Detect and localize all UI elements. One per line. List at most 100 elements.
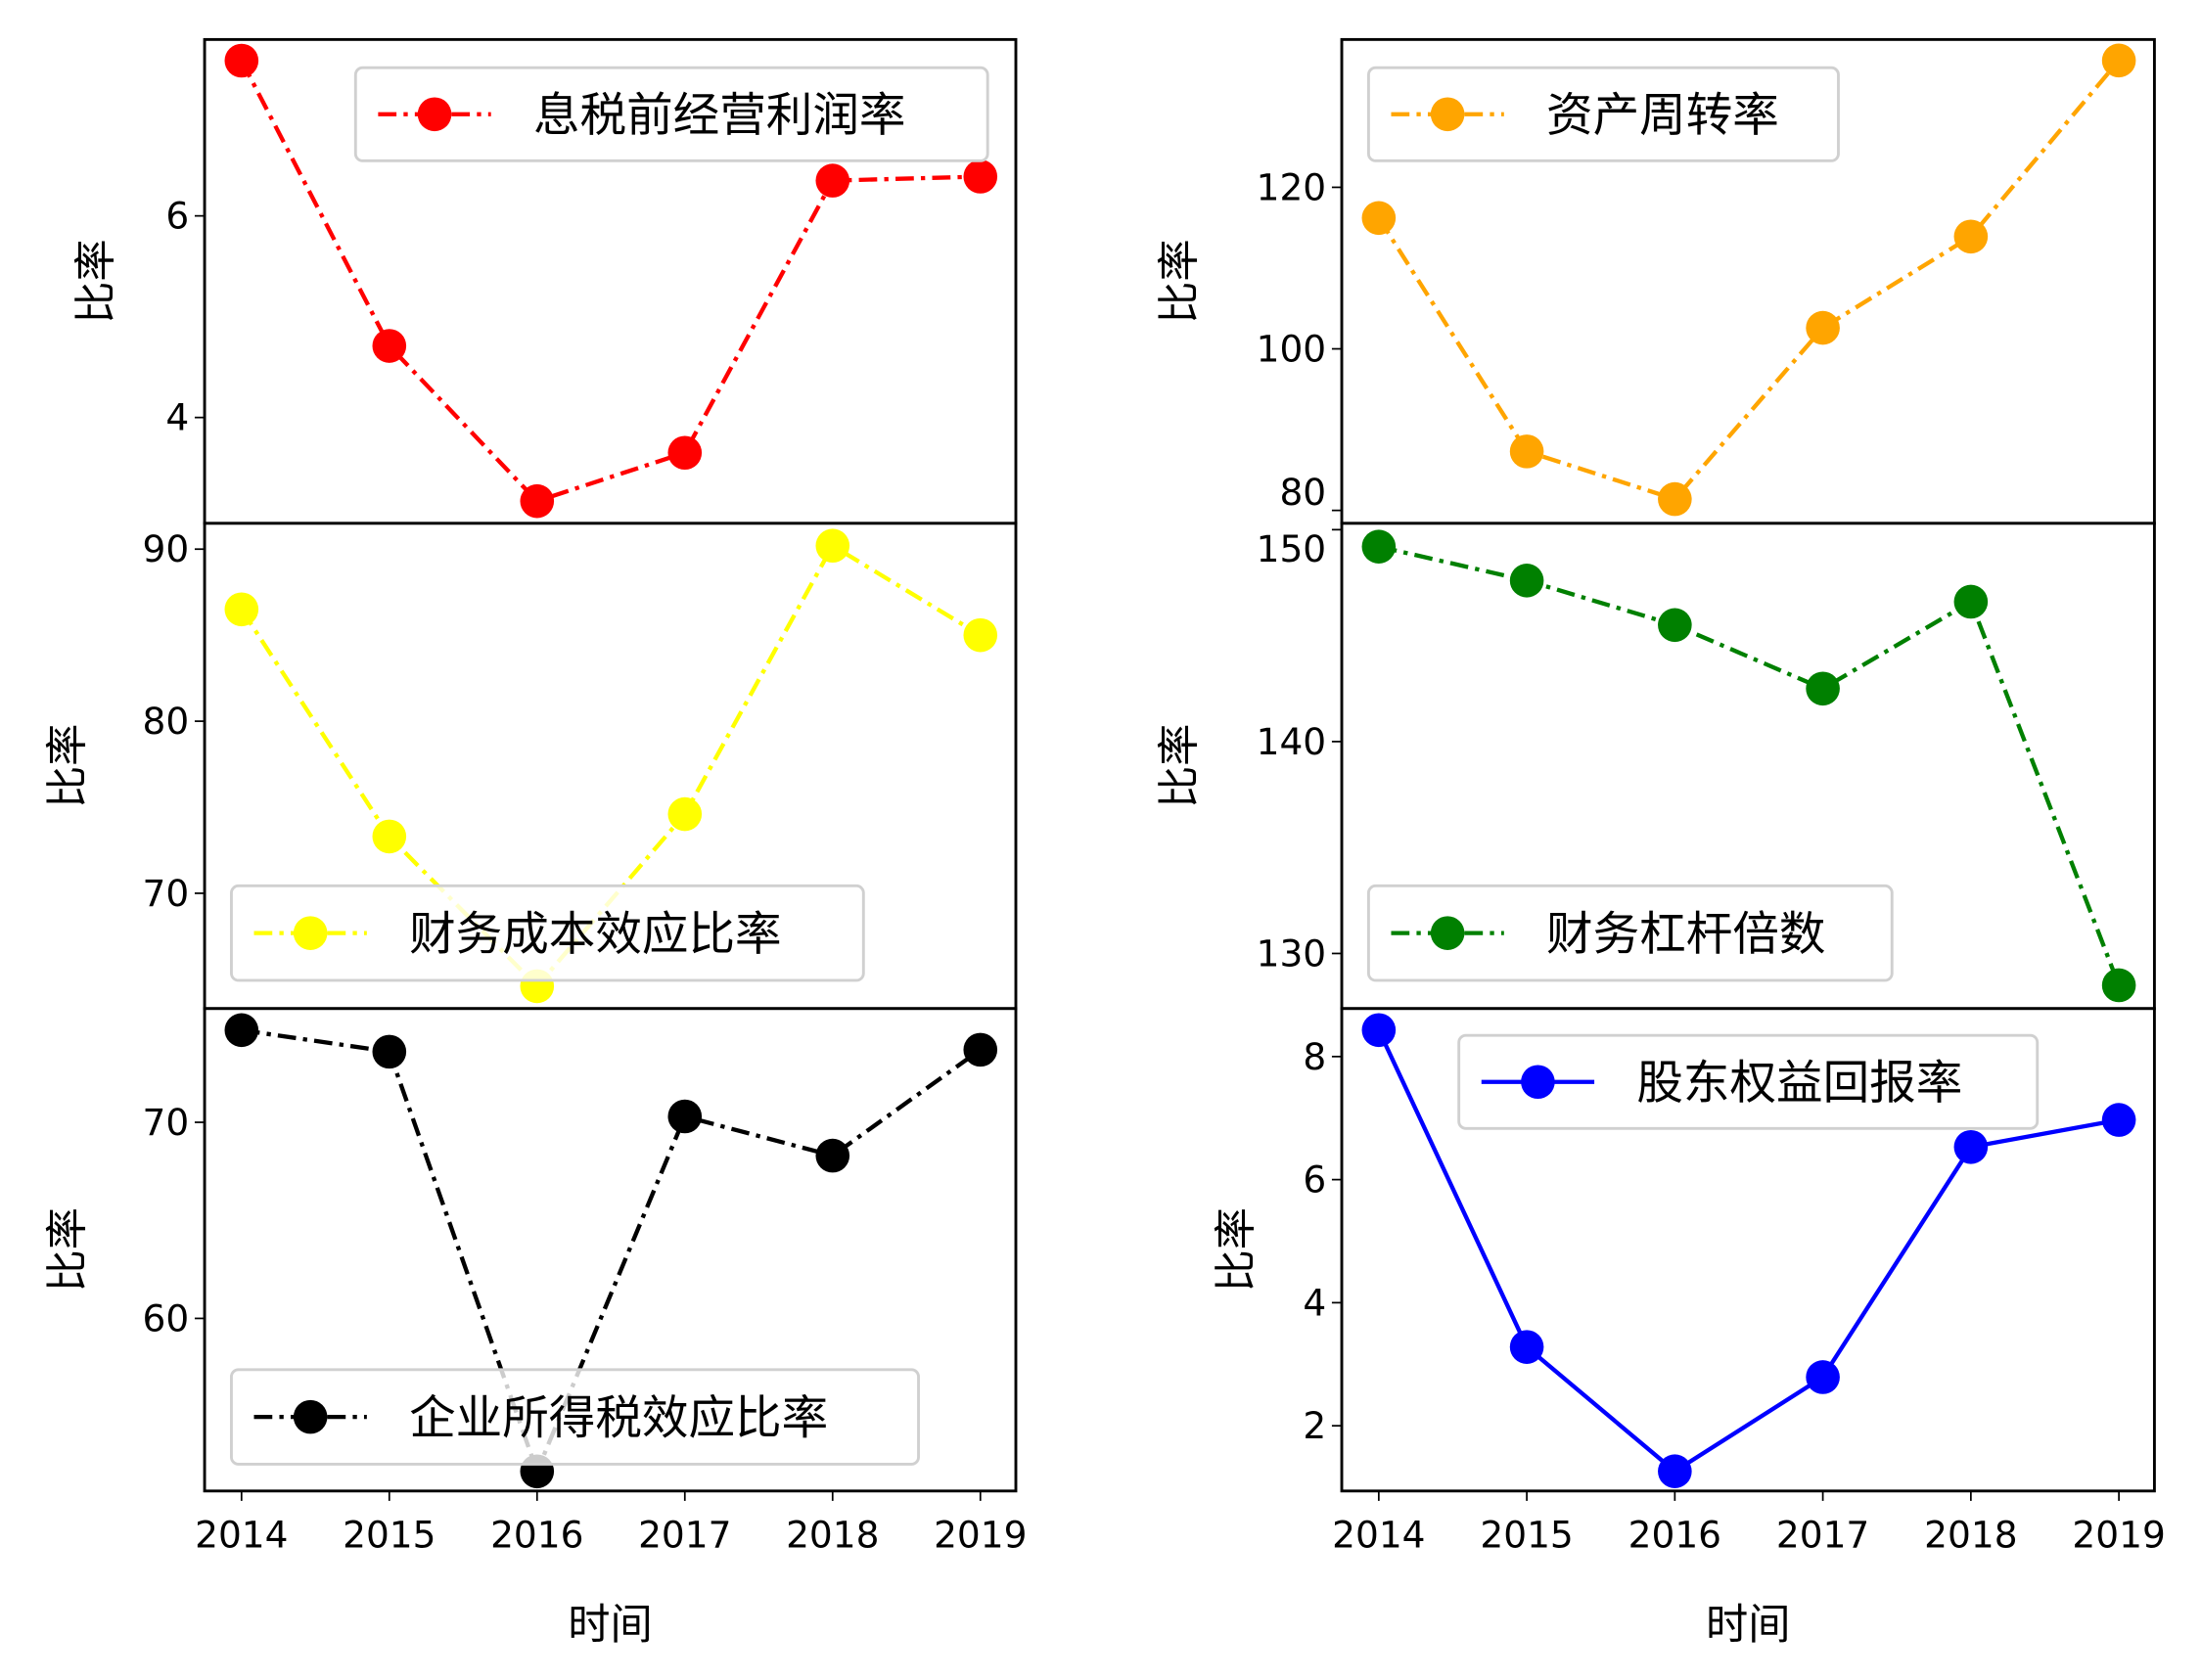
data-point xyxy=(667,435,703,471)
data-point xyxy=(963,159,998,194)
y-axis-label: 比率 xyxy=(1212,1207,1261,1292)
legend: 财务杠杆倍数 xyxy=(1366,884,1894,982)
data-point xyxy=(1806,310,1840,345)
data-point xyxy=(815,528,850,564)
data-point xyxy=(1953,1129,1989,1164)
series-line xyxy=(1376,1028,2120,1475)
legend-marker xyxy=(293,916,328,950)
x-tick-label: 2017 xyxy=(638,1513,731,1556)
y-tick-label: 70 xyxy=(143,872,190,915)
data-point xyxy=(2101,1103,2136,1137)
y-axis-label: 比率 xyxy=(1156,724,1205,808)
data-point xyxy=(372,1034,407,1069)
legend-label: 财务杠杆倍数 xyxy=(1546,908,1825,962)
x-tick-label: 2014 xyxy=(195,1513,288,1556)
y-tick-label: 120 xyxy=(1257,165,1327,208)
y-tick-label: 6 xyxy=(1303,1158,1326,1202)
y-tick-label: 70 xyxy=(143,1101,190,1144)
legend: 企业所得税效应比率 xyxy=(230,1368,920,1466)
legend-label: 息税前经营利润率 xyxy=(533,89,906,143)
y-tick-label: 140 xyxy=(1257,720,1327,763)
y-tick-label: 100 xyxy=(1257,328,1327,371)
x-axis-label: 时间 xyxy=(1706,1601,1790,1650)
data-point xyxy=(1658,608,1692,643)
series-line xyxy=(1378,544,2122,986)
legend-box xyxy=(353,66,989,162)
data-point xyxy=(963,1032,998,1067)
x-tick-label: 2018 xyxy=(786,1513,879,1556)
x-tick-label: 2017 xyxy=(1776,1513,1869,1556)
series-line xyxy=(1377,59,2121,502)
y-tick-label: 6 xyxy=(165,195,189,238)
legend-marker xyxy=(417,97,452,132)
x-tick-label: 2015 xyxy=(1480,1513,1573,1556)
data-point xyxy=(1658,481,1692,517)
data-point xyxy=(1806,1360,1840,1394)
legend-box xyxy=(1457,1033,2040,1130)
axes-frame xyxy=(1340,1007,2156,1493)
subplot-6: 2 4 6 8 2014 2015 2016 2017 2018 2019 时间 比率 股东权益回报率 xyxy=(1212,1007,2166,1650)
data-point xyxy=(963,617,998,653)
legend-label: 财务成本效应比率 xyxy=(409,908,782,962)
data-point xyxy=(372,819,407,854)
legend: 股东权益回报率 xyxy=(1457,1033,2040,1130)
x-axis-label: 时间 xyxy=(568,1601,652,1650)
subplot-2: 80 100 120 比率 资产周转率 xyxy=(1156,37,2156,525)
legend-box xyxy=(1366,66,1840,162)
legend-box xyxy=(230,1368,920,1466)
subplot-1: 4 6 比率 息税前经营利润率 xyxy=(71,37,1018,525)
y-tick-label: 150 xyxy=(1257,527,1327,570)
data-point xyxy=(1658,1454,1692,1488)
series-line xyxy=(239,60,981,504)
data-point xyxy=(224,1013,259,1048)
y-axis-label: 比率 xyxy=(1156,239,1205,323)
data-point xyxy=(1509,564,1544,598)
data-point xyxy=(815,163,850,198)
y-tick-label: 60 xyxy=(143,1296,190,1339)
data-point xyxy=(1361,201,1397,236)
y-tick-label: 80 xyxy=(143,700,190,743)
legend: 息税前经营利润率 xyxy=(353,66,989,162)
y-axis-label: 比率 xyxy=(44,1207,93,1292)
data-point xyxy=(1953,219,1989,254)
y-tick-label: 130 xyxy=(1257,931,1327,975)
legend-label: 资产周转率 xyxy=(1546,89,1779,143)
series-line xyxy=(241,1027,983,1477)
legend: 资产周转率 xyxy=(1366,66,1840,162)
subplot-5: 60 70 2014 2015 2016 2017 2018 2019 时间 比率企业所得税效应比… xyxy=(44,1007,1027,1650)
data-point xyxy=(815,1138,850,1173)
data-point xyxy=(1509,1330,1544,1364)
y-tick-label: 2 xyxy=(1303,1404,1326,1447)
x-tick-label: 2015 xyxy=(343,1513,436,1556)
y-tick-label: 8 xyxy=(1303,1035,1326,1078)
legend-box xyxy=(1366,884,1894,982)
y-tick-label: 90 xyxy=(143,527,190,570)
y-tick-label: 4 xyxy=(165,396,189,439)
x-tick-label: 2019 xyxy=(934,1513,1027,1556)
legend-marker xyxy=(1430,97,1465,132)
legend: 财务成本效应比率 xyxy=(230,884,865,982)
y-axis-label: 比率 xyxy=(44,724,93,808)
data-point xyxy=(1361,1013,1397,1048)
axes-frame xyxy=(203,1007,1018,1493)
data-point xyxy=(372,329,407,363)
x-tick-label: 2019 xyxy=(2072,1513,2165,1556)
data-point xyxy=(1361,529,1397,564)
data-point xyxy=(224,43,259,78)
data-point xyxy=(667,1099,703,1134)
data-point xyxy=(2101,968,2136,1003)
data-point xyxy=(1806,671,1840,706)
data-point xyxy=(224,592,259,627)
x-tick-label: 2018 xyxy=(1924,1513,2017,1556)
legend-label: 企业所得税效应比率 xyxy=(409,1391,828,1445)
y-tick-label: 80 xyxy=(1279,471,1326,514)
data-point xyxy=(667,796,703,832)
legend-label: 股东权益回报率 xyxy=(1636,1057,1962,1111)
data-point xyxy=(1509,434,1544,469)
x-tick-label: 2016 xyxy=(490,1513,583,1556)
legend-marker xyxy=(293,1399,328,1434)
data-point xyxy=(1953,584,1989,619)
